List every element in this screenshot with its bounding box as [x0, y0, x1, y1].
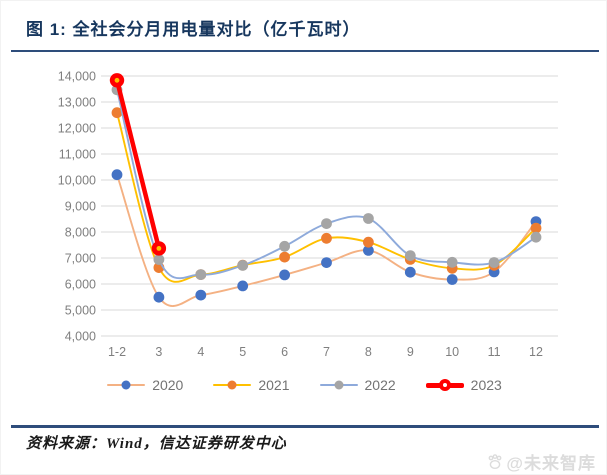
legend-marker-2020 — [121, 380, 131, 390]
series-line-2021 — [116, 112, 537, 283]
legend-marker-2022 — [334, 380, 343, 390]
marker-2022 — [446, 256, 458, 268]
marker-2020 — [237, 280, 249, 292]
legend-label-2021: 2021 — [258, 377, 290, 393]
source-note: 资料来源：Wind，信达证券研发中心 — [26, 436, 287, 452]
watermark: @未来智库 — [486, 449, 596, 474]
x-tick-label: 8 — [365, 345, 372, 359]
marker-2020 — [195, 289, 207, 301]
legend-item-2023: 2023 — [425, 377, 502, 393]
legend-line-2020 — [107, 380, 146, 390]
legend-label-2023: 2023 — [470, 377, 502, 393]
marker-2020 — [111, 169, 123, 181]
legend-marker-2021 — [227, 380, 237, 390]
marker-2020 — [404, 266, 416, 278]
series-line-2022 — [116, 89, 537, 280]
y-tick-label: 4,000 — [65, 330, 96, 344]
legend-label-2022: 2022 — [364, 377, 396, 393]
legend-line-2021 — [213, 380, 252, 390]
marker-2021 — [111, 107, 123, 119]
x-tick-label: 11 — [488, 345, 501, 359]
marker-core-2023 — [156, 246, 162, 251]
x-tick-label: 3 — [155, 345, 162, 359]
marker-core-2023 — [114, 77, 120, 83]
y-tick-label: 5,000 — [65, 304, 96, 318]
marker-2021 — [321, 232, 332, 244]
footer-divider — [11, 425, 599, 428]
marker-2022 — [530, 231, 542, 243]
figure-title: 图 1: 全社会分月用电量对比（亿千瓦时） — [26, 20, 361, 39]
y-tick-label: 7,000 — [65, 252, 96, 266]
y-tick-label: 14,000 — [58, 70, 96, 84]
legend-marker-2023 — [438, 379, 451, 391]
marker-2022 — [153, 254, 165, 265]
marker-2020 — [363, 245, 374, 256]
y-tick-label: 12,000 — [58, 122, 96, 136]
y-tick-label: 13,000 — [58, 96, 96, 110]
y-tick-label: 8,000 — [65, 226, 96, 240]
marker-2022 — [488, 257, 500, 268]
marker-2022 — [195, 269, 207, 280]
marker-2022 — [404, 250, 416, 261]
x-tick-label: 10 — [445, 345, 459, 359]
marker-2022 — [363, 213, 374, 224]
y-tick-label: 11,000 — [59, 148, 96, 162]
x-tick-label: 6 — [281, 345, 288, 359]
electricity-line-chart: 4,000 5,000 6,000 7,000 8,000 9,000 10,000 11,0… — [58, 70, 558, 359]
y-tick-label: 6,000 — [65, 278, 96, 292]
watermark-text: @未来智库 — [506, 454, 596, 473]
marker-2022 — [237, 260, 249, 271]
marker-2021 — [279, 251, 290, 263]
legend-item-2020: 2020 — [107, 377, 183, 393]
legend-marker-core — [442, 383, 447, 387]
y-tick-label: 10,000 — [58, 174, 96, 188]
marker-2021 — [363, 236, 374, 248]
legend-line-2022 — [319, 380, 358, 390]
chart-legend: 2020 2021 2022 2023 — [1, 377, 606, 393]
x-tick-label: 12 — [529, 345, 543, 359]
legend-line-2023 — [425, 379, 464, 391]
y-tick-label: 9,000 — [65, 200, 96, 214]
marker-2022 — [279, 240, 290, 252]
x-tick-label: 9 — [407, 345, 414, 359]
series-line-2023 — [114, 79, 162, 249]
marker-2022 — [321, 218, 332, 230]
legend-item-2022: 2022 — [319, 377, 396, 393]
marker-2020 — [153, 291, 165, 303]
marker-2020 — [446, 274, 458, 285]
marker-2020 — [279, 269, 290, 281]
legend-label-2020: 2020 — [152, 377, 184, 393]
legend-item-2021: 2021 — [213, 377, 290, 393]
x-tick-label: 5 — [239, 345, 246, 359]
x-tick-label: 1-2 — [108, 345, 126, 359]
paw-icon — [489, 453, 502, 469]
x-tick-label: 7 — [323, 345, 330, 359]
title-divider — [11, 50, 599, 52]
x-tick-label: 4 — [197, 345, 204, 359]
marker-2020 — [321, 257, 332, 268]
marker-2021 — [530, 222, 542, 234]
